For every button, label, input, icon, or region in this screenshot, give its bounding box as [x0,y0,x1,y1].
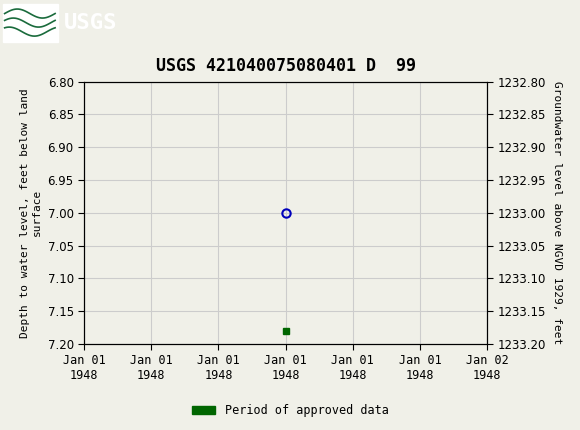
Bar [3,3,58,42]
Text: USGS: USGS [64,12,117,33]
Y-axis label: Groundwater level above NGVD 1929, feet: Groundwater level above NGVD 1929, feet [552,81,561,344]
Y-axis label: Depth to water level, feet below land
surface: Depth to water level, feet below land su… [20,88,42,338]
Title: USGS 421040075080401 D  99: USGS 421040075080401 D 99 [155,57,416,74]
Legend: Period of approved data: Period of approved data [187,399,393,422]
